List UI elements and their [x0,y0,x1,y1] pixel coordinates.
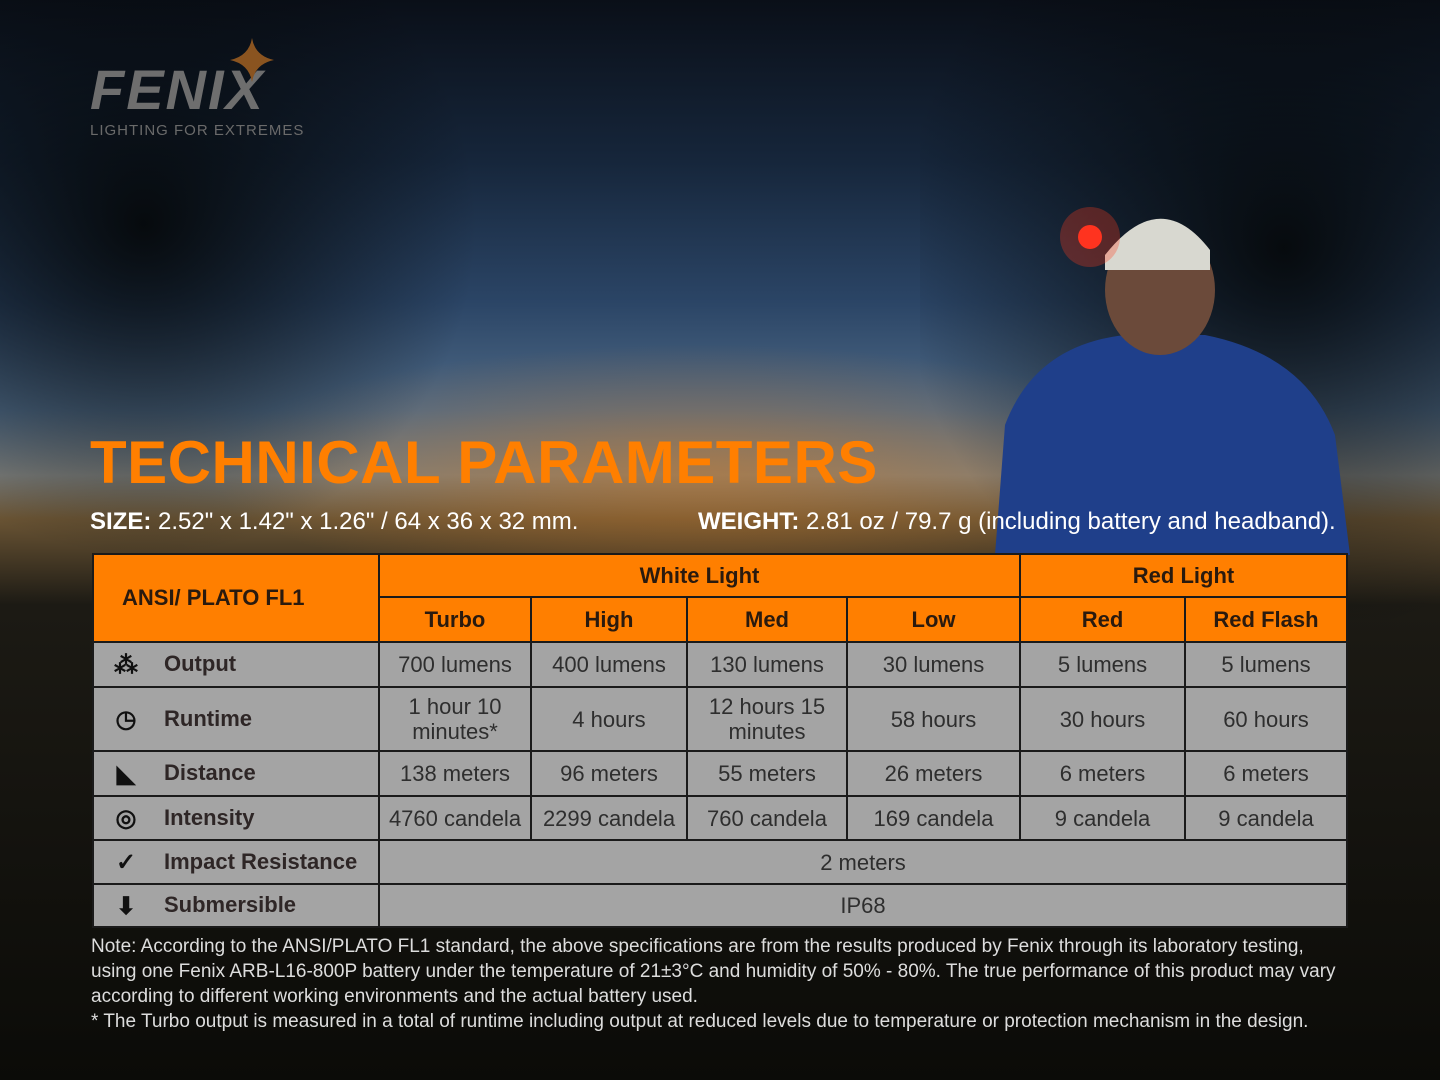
star-icon [230,38,274,82]
table-cell: 6 meters [1184,750,1348,797]
page-title: TECHNICAL PARAMETERS [90,429,878,496]
impact-check-icon: ✓ [115,849,137,877]
spec-table: ANSI/ PLATO FL1 White Light Red Light Tu… [92,553,1348,928]
table-row: ✓ Impact Resistance 2 meters [92,839,1348,885]
table-row: ◎ Intensity 4760 candela 2299 candela 760 ca… [92,795,1348,841]
row-label: ◣ Distance [92,750,380,797]
submersible-icon: ⬇ [115,892,137,920]
table-cell: 58 hours [846,686,1021,752]
person-with-headlamp-photo [995,207,1350,555]
table-cell: 55 meters [686,750,848,797]
mode-header: Red [1019,596,1186,643]
table-cell: 12 hours 15 minutes [686,686,848,752]
table-cell: 138 meters [378,750,532,797]
mode-header: High [530,596,688,643]
table-cell: 400 lumens [530,641,688,688]
light-burst-icon: ⁂ [114,651,138,679]
brand-tagline: LIGHTING FOR EXTREMES [90,122,305,139]
table-cell: 26 meters [846,750,1021,797]
fenix-logo: FENIX LIGHTING FOR EXTREMES [90,38,305,139]
row-label: ⁂ Output [92,641,380,688]
weight-label: WEIGHT: [698,508,800,535]
note-standard: Note: According to the ANSI/PLATO FL1 st… [91,936,1336,1007]
table-cell: 1 hour 10 minutes* [378,686,532,752]
mode-header: Med [686,596,848,643]
table-cell: 30 hours [1019,686,1186,752]
beam-distance-icon: ◣ [116,760,136,788]
table-cell: IP68 [378,883,1348,928]
weight-spec: WEIGHT: 2.81 oz / 79.7 g (including batt… [698,508,1336,536]
brand-name: FENIX [90,58,265,121]
standard-header: ANSI/ PLATO FL1 [92,553,380,643]
footnotes: Note: According to the ANSI/PLATO FL1 st… [91,934,1341,1034]
tree-silhouette-left [0,0,480,560]
table-cell: 4760 candela [378,795,532,841]
size-spec: SIZE: 2.52" x 1.42" x 1.26" / 64 x 36 x … [90,508,578,536]
row-label-text: Impact Resistance [164,848,358,874]
row-label: ⬇ Submersible [92,883,380,928]
row-label-text: Submersible [164,892,297,918]
row-label-text: Distance [164,760,256,786]
row-label: ◎ Intensity [92,795,380,841]
table-cell: 169 candela [846,795,1021,841]
table-row: ⬇ Submersible IP68 [92,883,1348,928]
table-cell: 60 hours [1184,686,1348,752]
row-label-text: Intensity [164,804,255,830]
mode-header: Low [846,596,1021,643]
table-row: ⁂ Output 700 lumens 400 lumens 130 lumens 30 … [92,641,1348,688]
table-cell: 5 lumens [1019,641,1186,688]
row-label-text: Output [164,651,237,677]
note-turbo: * The Turbo output is measured in a tota… [91,1011,1309,1032]
target-icon: ◎ [115,805,137,833]
row-label-text: Runtime [164,705,252,731]
table-cell: 2299 candela [530,795,688,841]
table-cell: 9 candela [1019,795,1186,841]
mode-header: Turbo [378,596,532,643]
table-cell: 30 lumens [846,641,1021,688]
size-value: 2.52" x 1.42" x 1.26" / 64 x 36 x 32 mm. [158,508,579,535]
group-header-white: White Light [378,553,1021,598]
clock-icon: ◷ [115,706,137,734]
table-cell: 9 candela [1184,795,1348,841]
size-label: SIZE: [90,508,152,535]
table-row: ◷ Runtime 1 hour 10 minutes* 4 hours 12 hour… [92,686,1348,752]
table-cell: 760 candela [686,795,848,841]
table-cell: 130 lumens [686,641,848,688]
row-label: ◷ Runtime [92,686,380,752]
table-cell: 96 meters [530,750,688,797]
group-header-red: Red Light [1019,553,1348,598]
mode-header: Red Flash [1184,596,1348,643]
table-row: ◣ Distance 138 meters 96 meters 55 meters 26 … [92,750,1348,797]
table-cell: 2 meters [378,839,1348,885]
weight-value: 2.81 oz / 79.7 g (including battery and … [806,508,1336,535]
table-cell: 6 meters [1019,750,1186,797]
table-cell: 4 hours [530,686,688,752]
table-cell: 5 lumens [1184,641,1348,688]
row-label: ✓ Impact Resistance [92,839,380,885]
table-cell: 700 lumens [378,641,532,688]
